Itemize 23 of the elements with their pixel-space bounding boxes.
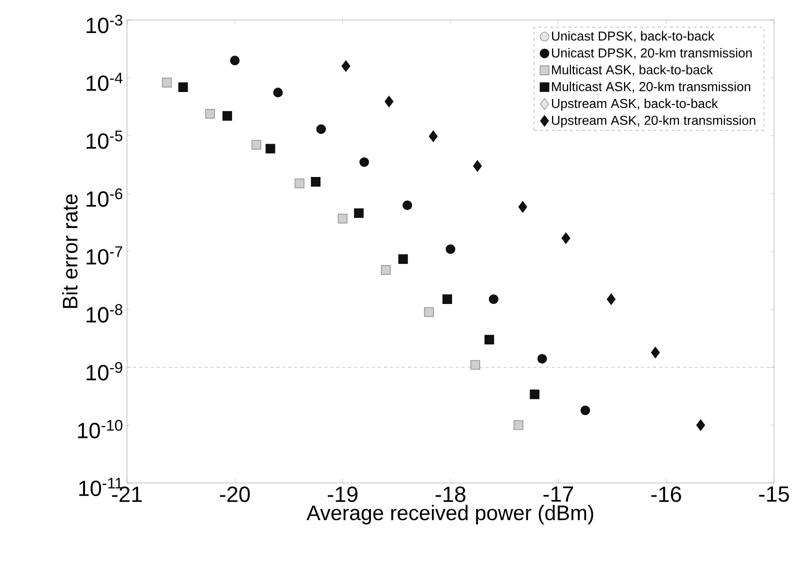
x-tick-label: -18 <box>436 486 466 502</box>
legend-label: Multicast ASK, 20-km transmission <box>552 82 750 93</box>
legend-label: Unicast DPSK, back-to-back <box>552 31 714 42</box>
legend-label: Upstream ASK, 20-km transmission <box>552 115 756 128</box>
y-tick-label: 10$^{-6}$ <box>86 188 122 207</box>
y-tick-label: 10$^{-3}$ <box>86 14 122 34</box>
x-tick-label: -20 <box>220 486 250 502</box>
x-tick-label: -21 <box>112 486 142 502</box>
y-tick-label: 10$^{-4}$ <box>86 72 123 92</box>
legend-label: Unicast DPSK, 20-km transmission <box>552 48 752 60</box>
x-axis-title: Average received power (dBm) <box>306 504 594 524</box>
y-axis-title: Bit error rate <box>62 194 78 308</box>
legend-label: Multicast ASK, back-to-back <box>552 64 713 76</box>
x-tick-label: -17 <box>543 486 574 502</box>
x-tick-label: -16 <box>651 486 682 502</box>
x-tick-label: -19 <box>328 486 358 502</box>
y-tick-label: 10$^{-8}$ <box>86 304 122 323</box>
y-tick-label: 10$^{-10}$ <box>78 420 122 438</box>
x-tick-label: -15 <box>759 486 789 502</box>
y-tick-label: 10$^{-9}$ <box>86 362 122 380</box>
legend-label: Upstream ASK, back-to-back <box>552 98 718 111</box>
y-tick-label: 10$^{-5}$ <box>86 130 122 149</box>
y-tick-label: 10$^{-7}$ <box>86 246 122 265</box>
